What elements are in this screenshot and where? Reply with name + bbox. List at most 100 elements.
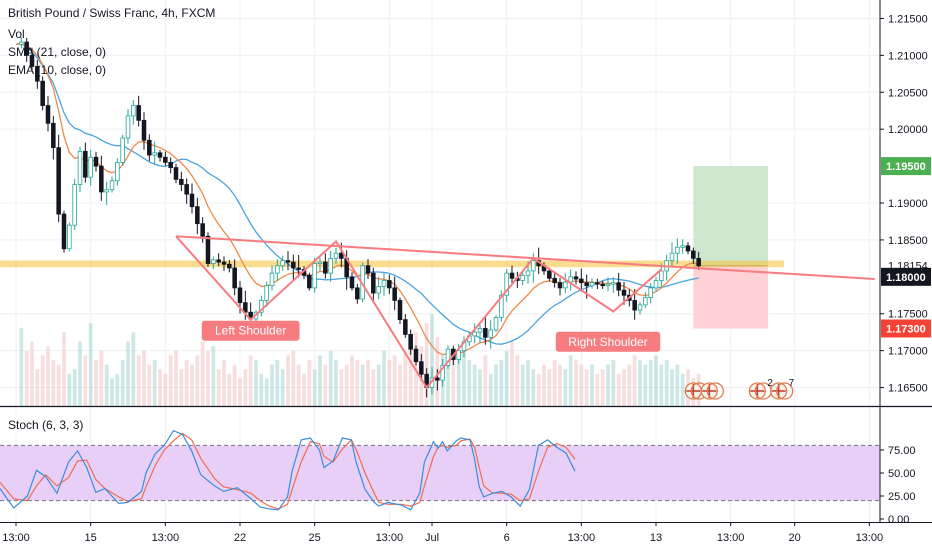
candle-body [291,261,296,269]
candle-body [621,289,627,296]
candle-body [104,189,109,193]
candle-body [307,274,312,289]
candle-body [216,259,221,263]
volume-bar [312,369,317,406]
volume-bar [211,346,216,406]
price-tick-label: 1.21500 [888,13,928,25]
stoch-tick-label: 25.00 [888,491,916,503]
candle-body [29,54,35,67]
volume-bar [478,369,482,406]
volume-bar [648,360,653,406]
volume-bar [558,364,562,406]
stoch-lines [0,429,576,511]
time-tick-label: 15 [85,532,97,544]
candle-body [637,304,643,311]
volume-bar [366,360,370,406]
candle-body [653,280,659,289]
candle-body [339,252,344,259]
volume-bar [616,373,621,406]
candle-body [365,265,371,274]
volume-bar [590,364,594,406]
volume-bar [291,350,296,406]
volume-bar [430,314,434,406]
candle-body [616,282,621,291]
volume-bar [168,355,173,406]
candle-body [669,252,675,261]
sma-legend: SMA (21, close, 0) [8,45,106,59]
pattern-label-text: Right Shoulder [568,335,647,349]
candle-body [392,287,397,301]
volume-bar [259,373,264,406]
time-tick-label: 13:00 [376,532,404,544]
candle-body [397,300,403,321]
volume-bar [638,360,642,406]
candle-body [419,361,424,375]
volume-bar [670,369,674,406]
volume-legend: Vol [8,27,25,41]
volume-bar [56,364,61,406]
candle-body [296,267,301,270]
volume-bar [504,350,509,406]
head-and-shoulders-drawing[interactable] [175,235,662,390]
volume-bar [622,369,626,406]
volume-bar [526,360,530,406]
volume-bar [136,355,141,406]
profit-zone [693,166,768,266]
candle-body [109,180,115,191]
candle-body [573,276,579,280]
candle-body [680,245,685,248]
candle-body [141,119,147,141]
volume-bar [408,341,413,406]
volume-bar [174,350,178,406]
long-position-tool[interactable] [693,166,768,329]
volume-bar [680,373,685,406]
candle-body [115,161,120,182]
volume-bar [334,360,338,406]
volume-bar [499,360,504,406]
volume-bar [302,373,306,406]
support-resistance-zone[interactable] [0,260,784,268]
volume-bar [552,360,557,406]
volume-bar [227,373,232,406]
stoch-k-line [0,429,576,511]
volume-bar [462,346,466,406]
candle-body [408,333,413,350]
pattern-polyline [175,235,662,390]
volume-bar [547,369,552,406]
candle-body [275,265,280,274]
volume-bar [339,369,344,406]
volume-bar [248,355,253,406]
stoch-tick-label: 50.00 [888,468,916,480]
resistance-zone-rect [0,260,784,268]
volume-bar [280,369,285,406]
neckline-line [175,235,875,281]
volume-bar [270,364,274,406]
volume-bar [371,369,376,406]
candle-body [499,294,504,318]
neckline-drawing[interactable] [175,235,875,281]
candle-body [589,282,595,287]
volume-bar [94,360,98,406]
candle-body [563,281,568,289]
pattern-label-bg [201,320,300,341]
candle-body [67,224,72,250]
candle-body [120,137,125,163]
candle-body [72,184,77,226]
volume-bar [606,364,610,406]
candle-body [632,300,637,311]
time-tick-label: 13:00 [152,532,180,544]
volume-bar [542,364,546,406]
volume-bar [19,327,24,406]
candle-body [472,331,477,337]
volume-bar [632,355,637,406]
candle-body [179,178,184,185]
candle-body [227,263,232,269]
candle-body [520,274,525,281]
volume-bar [376,364,381,406]
volume-bar [627,364,632,406]
volume-bar [520,364,525,406]
pattern-labels: Left Shoulder Right Shoulder [201,320,661,352]
volume-bar [318,355,322,406]
